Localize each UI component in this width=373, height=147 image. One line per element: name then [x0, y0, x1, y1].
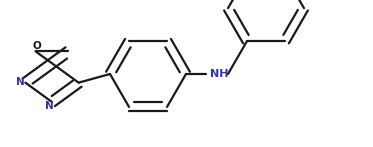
Text: N: N: [16, 77, 25, 87]
Text: N: N: [45, 101, 53, 111]
Text: NH: NH: [210, 69, 229, 79]
Text: O: O: [32, 41, 41, 51]
